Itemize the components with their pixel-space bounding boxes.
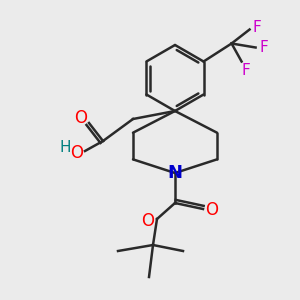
Text: H: H	[59, 140, 71, 154]
Text: F: F	[259, 40, 268, 55]
Text: O: O	[70, 144, 83, 162]
Text: F: F	[252, 20, 261, 35]
Text: F: F	[241, 63, 250, 78]
Text: O: O	[74, 109, 88, 127]
Text: O: O	[206, 201, 218, 219]
Text: O: O	[142, 212, 154, 230]
Text: N: N	[167, 164, 182, 182]
